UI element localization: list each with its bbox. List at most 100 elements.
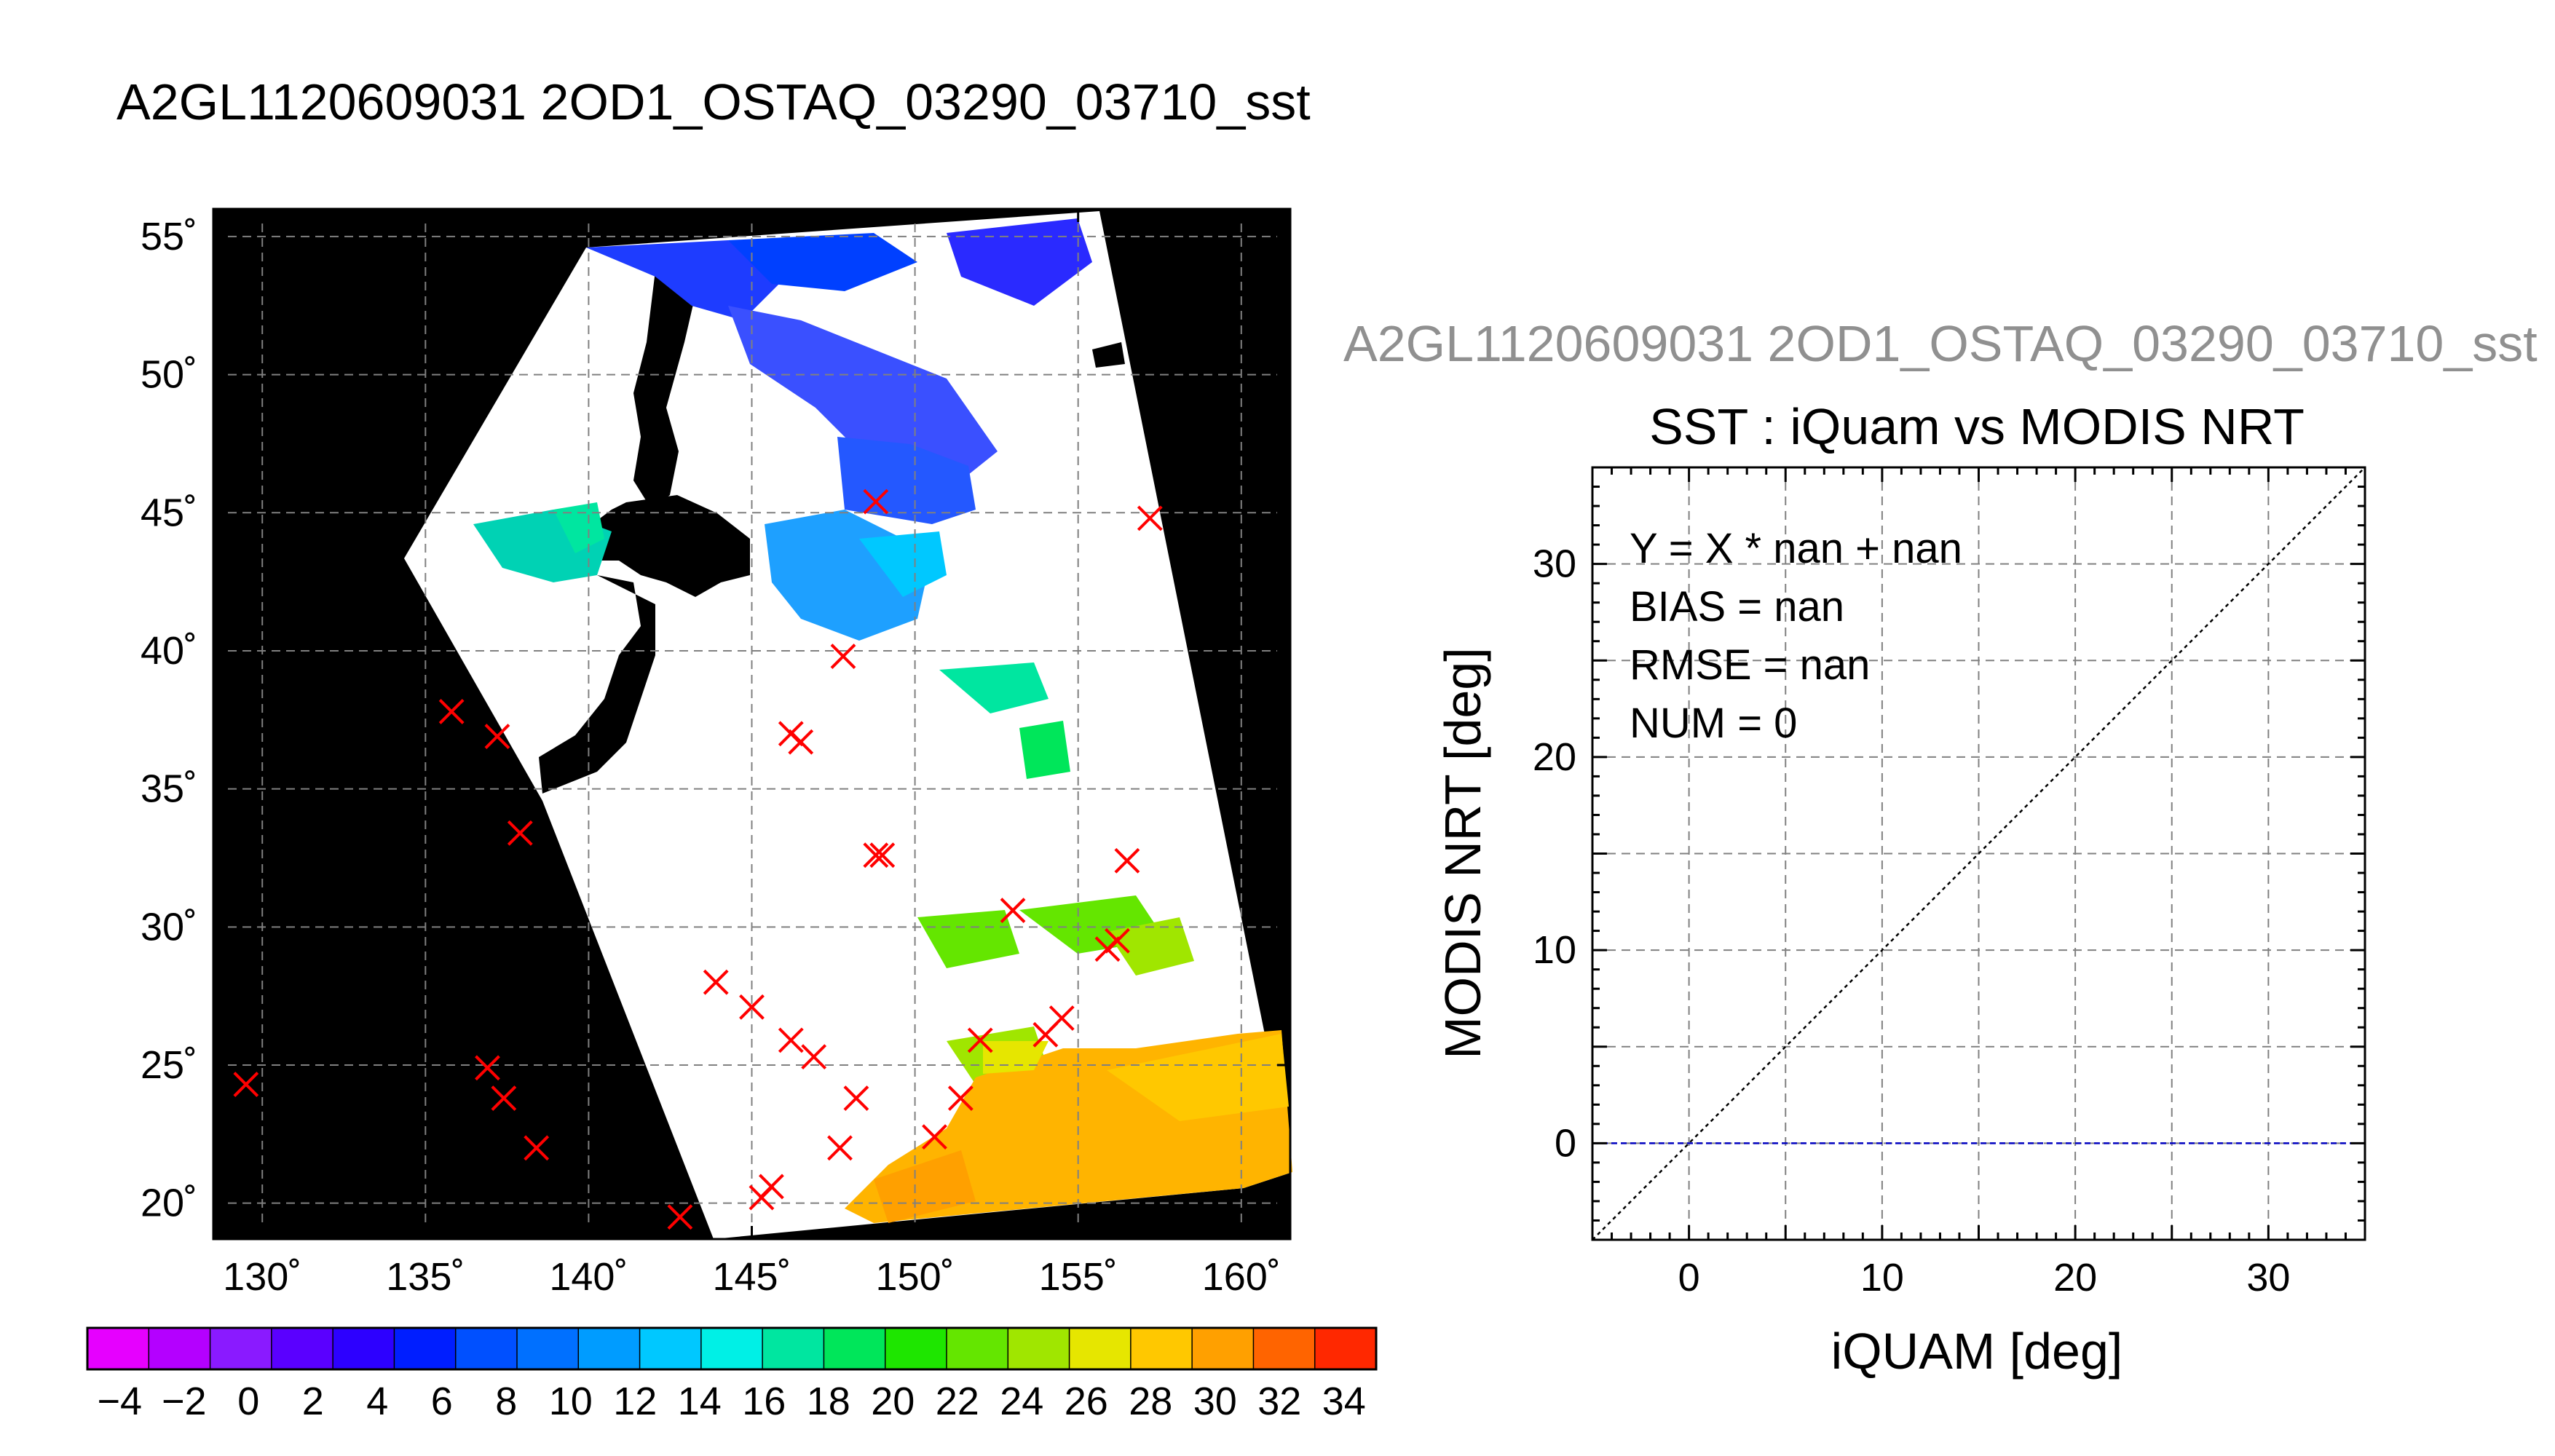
scatter-x-tick-label: 30 [2246,1256,2290,1299]
map-gridlines [213,209,1290,1239]
colorbar-cell [578,1328,641,1369]
statistics-annotations: Y = X * nan + nan BIAS = nan RMSE = nan NUM… [1630,525,1962,747]
map-x-tick-label: 140˚ [549,1255,628,1299]
colorbar-cell [885,1328,947,1369]
iquam-marker [788,729,814,755]
iquam-marker [484,724,510,749]
iquam-marker [843,1085,869,1111]
colorbar-cell [517,1328,579,1369]
iquam-marker [830,644,856,669]
map-y-tick-label: 40˚ [141,629,197,673]
colorbar-label: 24 [1000,1380,1043,1423]
colorbar-label: 16 [742,1380,786,1423]
map-x-tick-label: 145˚ [712,1255,791,1299]
map-y-tick-label: 25˚ [141,1043,197,1087]
colorbar-cell [87,1328,149,1369]
scatter-tick-marks [1591,466,2366,1241]
colorbar-cell [149,1328,211,1369]
iquam-marker [758,1174,784,1200]
iquam-marker [947,1085,974,1111]
colorbar-cell [700,1328,763,1369]
colorbar-labels: −4 −2 0 2 4 6 8 10 12 14 16 18 20 22 24 26 28 30 32 34 [97,1380,1365,1423]
colorbar-cell [394,1328,457,1369]
sst-colorbar: −4 −2 0 2 4 6 8 10 12 14 16 18 20 22 24 26 28 30 32 34 [86,1326,1378,1423]
iquam-markers [233,488,1163,1230]
iquam-marker [524,1135,550,1161]
colorbar-label: 6 [431,1380,453,1423]
identity-line [1592,467,2366,1241]
map-y-tick-label: 50˚ [141,353,197,397]
iquam-marker [922,1124,947,1150]
colorbar-label: 0 [237,1380,259,1423]
colorbar-label: 10 [549,1380,593,1423]
scatter-x-tick-label: 20 [2053,1256,2097,1299]
iquam-marker [667,1204,693,1230]
sst-fields [473,218,1292,1223]
scatter-y-tick-label: 0 [1555,1121,1576,1165]
colorbar-cell [1130,1328,1193,1369]
colorbar-label: 26 [1065,1380,1108,1423]
colorbar-label: 28 [1129,1380,1172,1423]
map-y-tick-label: 55˚ [141,215,197,258]
statistic-annotation: RMSE = nan [1630,641,1870,689]
iquam-marker [1114,847,1140,874]
scatter-y-tick-label: 30 [1533,542,1576,586]
map-x-tick-label: 160˚ [1202,1255,1281,1299]
map-title: A2GL1120609031 2OD1_OSTAQ_03290_03710_ss… [117,74,1311,130]
colorbar-cell [1069,1328,1132,1369]
map-y-tick-label: 45˚ [141,491,197,534]
iquam-marker [1000,898,1026,923]
colorbar-label: 8 [495,1380,517,1423]
scatter-figure-title: A2GL1120609031 2OD1_OSTAQ_03290_03710_ss… [1343,315,2538,372]
scatter-x-axis-label: iQUAM [deg] [1831,1323,2123,1380]
iquam-marker [1049,1005,1075,1031]
statistic-annotation: NUM = 0 [1630,700,1797,747]
comparison-scatter: SST : iQuam vs MODIS NRT 0 10 20 30 0 10 20 30… [1434,398,2366,1380]
colorbar-cell [1253,1328,1316,1369]
scatter-x-tick-labels: 0 10 20 30 [1678,1256,2291,1299]
land-masses [462,271,1125,794]
map-y-tick-label: 35˚ [141,767,197,811]
colorbar-cell [1192,1328,1254,1369]
iquam-marker [739,994,765,1020]
map-x-tick-label: 130˚ [223,1255,301,1299]
map-x-tick-label: 155˚ [1039,1255,1118,1299]
colorbar-label: 34 [1322,1380,1366,1423]
colorbar-cell [947,1328,1008,1369]
iquam-marker [827,1135,853,1161]
iquam-marker [438,699,465,724]
iquam-marker [869,842,896,869]
map-x-tick-label: 150˚ [876,1255,955,1299]
iquam-marker [863,488,889,515]
colorbar-label: 2 [302,1380,324,1423]
colorbar-cells [87,1328,1377,1369]
scatter-y-tick-labels: 0 10 20 30 [1533,542,1576,1166]
map-latitude-labels: 20˚ 25˚ 30˚ 35˚ 40˚ 45˚ 50˚ 55˚ [141,215,197,1225]
colorbar-label: 20 [871,1380,915,1423]
colorbar-label: 32 [1257,1380,1301,1423]
iquam-marker [1137,505,1163,531]
colorbar-cell [271,1328,333,1369]
colorbar-cell [639,1328,702,1369]
map-y-tick-label: 30˚ [141,905,197,949]
map-longitude-labels: 130˚ 135˚ 140˚ 145˚ 150˚ 155˚ 160˚ [223,1255,1281,1299]
colorbar-frame [86,1326,1378,1371]
iquam-marker [778,1027,804,1053]
colorbar-cell [455,1328,518,1369]
colorbar-label: 22 [936,1380,979,1423]
iquam-marker [801,1044,827,1070]
colorbar-label: −2 [162,1380,207,1423]
map-y-tick-label: 20˚ [141,1182,197,1225]
colorbar-label: 30 [1193,1380,1237,1423]
colorbar-label: 14 [678,1380,722,1423]
iquam-marker [703,969,729,995]
iquam-marker [507,820,533,846]
statistic-annotation: BIAS = nan [1630,583,1844,630]
colorbar-cell [1008,1328,1070,1369]
iquam-marker [863,842,889,869]
colorbar-cell [333,1328,395,1369]
scatter-y-tick-label: 20 [1533,735,1576,779]
colorbar-label: 4 [366,1380,388,1423]
iquam-marker [475,1055,500,1081]
